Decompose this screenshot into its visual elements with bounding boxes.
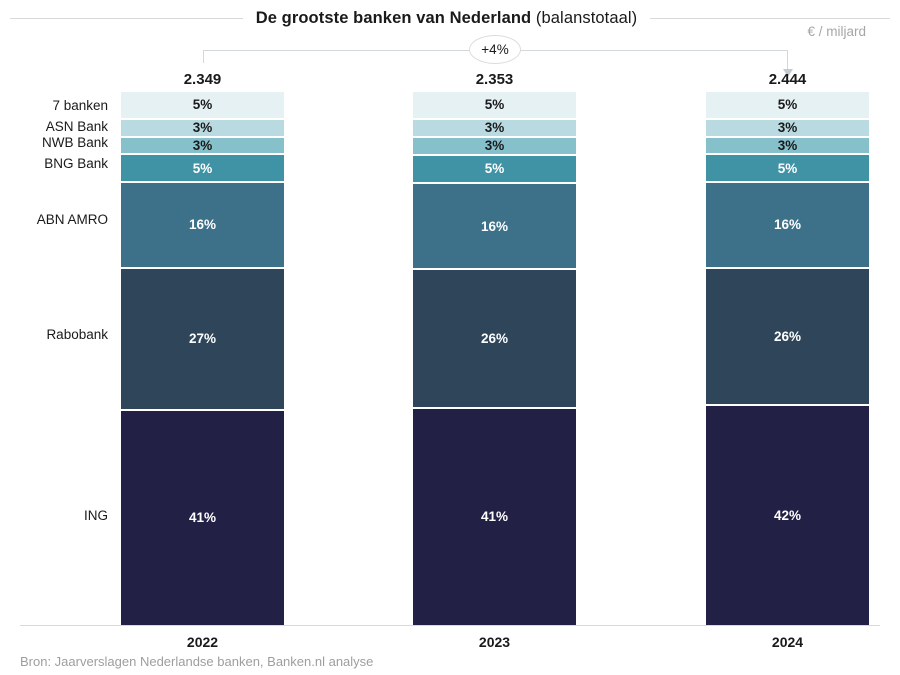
- category-label: NWB Bank: [41, 135, 108, 151]
- segment-value: 3%: [777, 137, 798, 153]
- bar-segment-7-banken: 5%: [413, 92, 576, 119]
- bar-segment-abn-amro: 16%: [121, 181, 284, 267]
- year-label: 2022: [186, 634, 219, 650]
- bar-segment-7-banken: 5%: [706, 92, 869, 119]
- category-label-row: BNG Bank: [0, 151, 108, 178]
- title-rule-left: [9, 17, 243, 19]
- segment-value: 5%: [777, 160, 798, 176]
- year-label: 2024: [771, 634, 804, 650]
- bar-segment-asn-bank: 3%: [121, 118, 284, 136]
- title-row: De grootste banken van Nederland (balans…: [0, 5, 900, 31]
- bar-total: 2.349: [183, 71, 222, 88]
- page-title-main: De grootste banken van Nederland: [255, 8, 532, 27]
- segment-value: 16%: [188, 217, 217, 233]
- segment-value: 5%: [484, 97, 505, 113]
- growth-bracket-left-tick: [203, 50, 204, 63]
- segment-value: 41%: [188, 510, 217, 526]
- segment-value: 26%: [480, 331, 509, 347]
- segment-value: 5%: [192, 97, 213, 113]
- category-label-row: 7 banken: [0, 92, 108, 119]
- stacked-bar-2022: 5% 3% 3% 5% 16% 27% 41%: [121, 92, 284, 625]
- bar-segment-7-banken: 5%: [121, 92, 284, 119]
- source-note: Bron: Jaarverslagen Nederlandse banken, …: [20, 654, 374, 669]
- bar-segment-ing: 41%: [413, 407, 576, 625]
- segment-value: 41%: [480, 509, 509, 525]
- arrow-down-icon: [782, 69, 793, 77]
- bar-segment-nwb-bank: 3%: [413, 136, 576, 154]
- growth-badge: +4%: [469, 35, 521, 64]
- segment-value: 27%: [188, 331, 217, 347]
- category-label: ASN Bank: [45, 119, 108, 135]
- bar-segment-rabobank: 27%: [121, 266, 284, 410]
- segment-value: 5%: [777, 97, 798, 113]
- bar-segment-abn-amro: 16%: [706, 181, 869, 267]
- title-rule-right: [650, 17, 891, 19]
- segment-value: 16%: [773, 217, 802, 233]
- bar-segment-bng-bank: 5%: [121, 153, 284, 182]
- segment-value: 3%: [192, 120, 213, 136]
- bar-segment-abn-amro: 16%: [413, 182, 576, 269]
- category-label-row: NWB Bank: [0, 135, 108, 151]
- bar-segment-bng-bank: 5%: [413, 153, 576, 183]
- growth-bracket-arrow-line: [787, 50, 788, 70]
- bar-segment-asn-bank: 3%: [706, 118, 869, 136]
- bar-segment-bng-bank: 5%: [706, 153, 869, 182]
- category-label: ABN AMRO: [36, 212, 108, 228]
- page-title: De grootste banken van Nederland (balans…: [256, 9, 638, 28]
- segment-value: 42%: [773, 507, 802, 523]
- year-label: 2023: [478, 634, 511, 650]
- segment-value: 16%: [480, 218, 509, 234]
- segment-value: 3%: [192, 137, 213, 153]
- bar-segment-rabobank: 26%: [706, 266, 869, 405]
- category-labels-column: 7 banken ASN Bank NWB Bank BNG Bank ABN AMRO…: [0, 92, 108, 625]
- unit-label: € / miljard: [807, 24, 866, 39]
- segment-value: 5%: [484, 161, 505, 177]
- category-label: Rabobank: [46, 327, 108, 343]
- category-label-row: ING: [0, 406, 108, 625]
- bar-segment-ing: 42%: [706, 404, 869, 625]
- bar-total: 2.353: [475, 71, 514, 88]
- segment-value: 3%: [484, 120, 505, 136]
- bar-segment-ing: 41%: [121, 409, 284, 625]
- page-title-sub: (balanstotaal): [535, 8, 638, 27]
- segment-value: 3%: [777, 120, 798, 136]
- category-label: BNG Bank: [44, 156, 108, 172]
- stacked-bar-2023: 5% 3% 3% 5% 16% 26% 41%: [413, 92, 576, 625]
- segment-value: 26%: [773, 328, 802, 344]
- bar-segment-rabobank: 26%: [413, 268, 576, 408]
- bar-segment-nwb-bank: 3%: [121, 135, 284, 154]
- bar-total: 2.444: [768, 71, 807, 88]
- stacked-bar-2024: 5% 3% 3% 5% 16% 26% 42%: [706, 92, 869, 625]
- category-label-row: Rabobank: [0, 263, 108, 407]
- category-label-row: ASN Bank: [0, 119, 108, 135]
- category-label: ING: [83, 508, 108, 524]
- category-label: 7 banken: [52, 97, 108, 113]
- x-axis-line: [20, 625, 880, 626]
- segment-value: 3%: [484, 138, 505, 154]
- segment-value: 5%: [192, 160, 213, 176]
- bar-segment-asn-bank: 3%: [413, 118, 576, 137]
- category-label-row: ABN AMRO: [0, 177, 108, 262]
- bar-segment-nwb-bank: 3%: [706, 135, 869, 154]
